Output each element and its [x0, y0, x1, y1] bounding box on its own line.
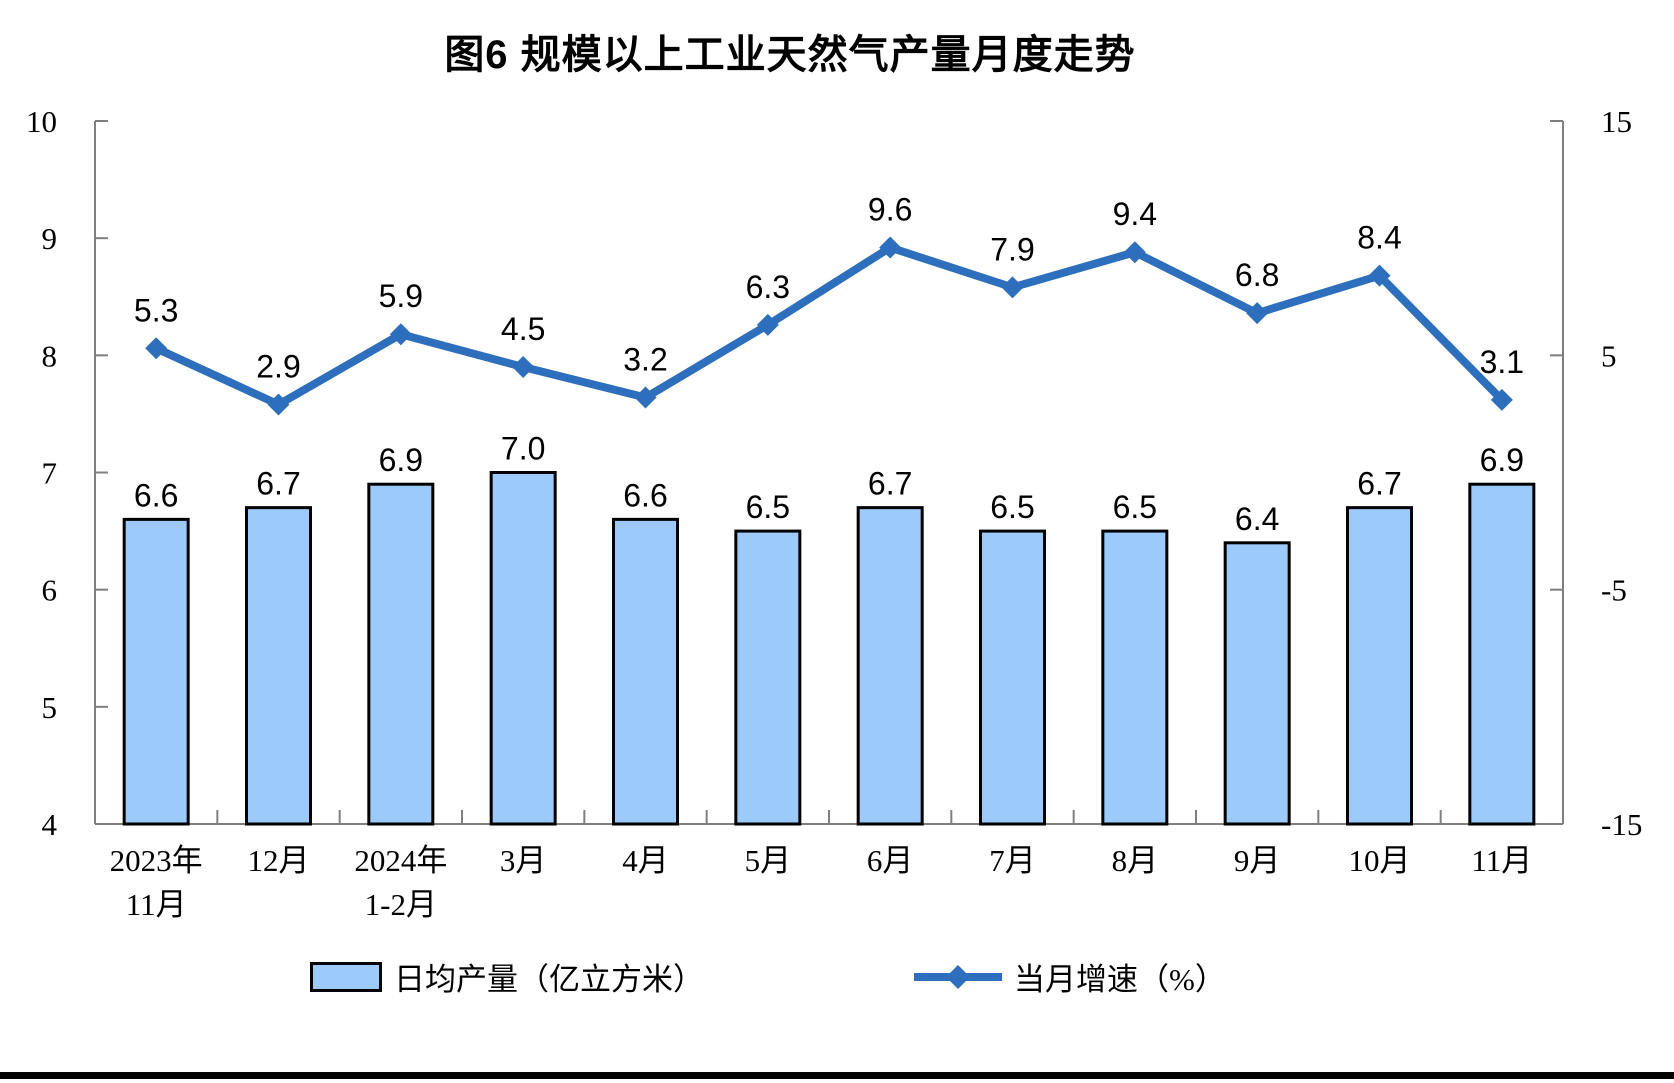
bar-value-label: 6.6	[134, 477, 178, 513]
bar-series-swatch	[310, 961, 382, 992]
x-axis-category-label: 3月	[500, 843, 547, 878]
line-marker-diamond	[1123, 241, 1146, 264]
bar-value-label: 6.6	[623, 477, 667, 513]
line-marker-diamond	[512, 356, 535, 379]
x-axis-category-label: 6月	[867, 843, 914, 878]
line-value-label: 8.4	[1357, 220, 1401, 256]
bar	[1101, 529, 1169, 826]
x-axis-category-label: 5月	[745, 843, 792, 878]
line-value-label: 2.9	[256, 349, 300, 385]
x-axis-category-label: 2024年 1-2月	[354, 843, 447, 922]
line-marker-diamond	[1001, 276, 1024, 299]
bar	[1468, 482, 1536, 826]
bar-value-label: 6.9	[1480, 442, 1524, 478]
line-value-label: 6.8	[1235, 257, 1279, 293]
right-axis-tick-label: 5	[1601, 338, 1617, 373]
growth-line	[152, 243, 1506, 409]
left-axis-tick-label: 5	[42, 690, 58, 725]
left-axis-tick-label: 4	[42, 807, 58, 842]
x-axis-category-label: 8月	[1112, 843, 1159, 878]
line-marker-diamond	[1246, 302, 1269, 325]
line-value-label: 9.4	[1113, 196, 1157, 232]
bar	[245, 506, 312, 826]
x-axis-category-label: 12月	[248, 843, 310, 878]
line-series-swatch	[914, 964, 1002, 989]
left-axis-tick-label: 7	[42, 456, 58, 491]
line-marker-diamond	[389, 323, 412, 346]
bar	[734, 529, 802, 826]
x-axis-category-label: 9月	[1234, 843, 1281, 878]
line-value-label: 3.1	[1480, 344, 1524, 380]
line-marker-diamond	[267, 393, 290, 416]
line-value-label: 7.9	[990, 231, 1034, 267]
line-marker-diamond	[1368, 264, 1391, 287]
x-axis-category-label: 4月	[622, 843, 669, 878]
bar	[489, 471, 557, 826]
line-value-label: 4.5	[501, 311, 545, 347]
bar	[612, 517, 679, 826]
bar-value-label: 6.4	[1235, 501, 1279, 537]
right-axis-tick-label: -15	[1601, 807, 1642, 842]
document-bottom-rule	[0, 1072, 1674, 1079]
line-marker-diamond	[879, 236, 902, 259]
left-axis-tick-label: 6	[42, 573, 58, 608]
bar	[1346, 506, 1413, 826]
bar	[856, 506, 924, 826]
left-axis-tick-label: 8	[42, 338, 58, 373]
bar-value-label: 6.7	[1357, 466, 1401, 502]
line-value-label: 6.3	[746, 269, 790, 305]
bar	[367, 482, 435, 826]
x-axis-category-label: 10月	[1349, 843, 1411, 878]
bar	[979, 529, 1046, 826]
line-value-label: 3.2	[623, 342, 667, 378]
bar	[1223, 541, 1291, 826]
bar-value-label: 6.7	[256, 466, 300, 502]
bar-value-label: 6.5	[990, 489, 1034, 525]
line-marker-diamond	[145, 337, 168, 360]
left-axis-tick-label: 9	[42, 221, 58, 256]
chart-legend: 日均产量（亿立方米） 当月增速（%）	[0, 948, 1674, 1008]
left-axis-tick-label: 10	[26, 104, 57, 139]
bar-value-label: 6.5	[1113, 489, 1157, 525]
line-marker-diamond	[1490, 388, 1513, 411]
line-marker-diamond	[634, 386, 657, 409]
line-value-label: 9.6	[868, 192, 912, 228]
bar	[122, 517, 190, 826]
bar-series-label: 日均产量（亿立方米）	[394, 962, 704, 997]
line-marker-diamond	[756, 313, 779, 336]
legend-item-bar-series: 日均产量（亿立方米）	[310, 954, 704, 999]
x-axis-category-label: 7月	[989, 843, 1036, 878]
legend-item-line-series: 当月增速（%）	[912, 954, 1226, 999]
right-axis-tick-label: 15	[1601, 104, 1632, 139]
bar-value-label: 6.9	[379, 442, 423, 478]
bar-value-label: 7.0	[501, 431, 545, 467]
x-axis-category-label: 11月	[1471, 843, 1532, 878]
bar-value-label: 6.5	[746, 489, 790, 525]
x-axis-category-label: 2023年 11月	[110, 843, 203, 922]
line-value-label: 5.9	[379, 278, 423, 314]
right-axis-tick-label: -5	[1601, 573, 1627, 608]
line-series-label: 当月增速（%）	[1014, 962, 1226, 997]
line-value-label: 5.3	[134, 292, 178, 328]
combo-chart: 10 9 8 7 6 5 4 15 5 -5 -15 6.6 6.7 6.9 7.0 6.6 6.5 6.7 6.5…	[26, 104, 1642, 922]
bar-value-label: 6.7	[868, 466, 912, 502]
chart-title: 图6 规模以上工业天然气产量月度走势	[444, 33, 1136, 77]
